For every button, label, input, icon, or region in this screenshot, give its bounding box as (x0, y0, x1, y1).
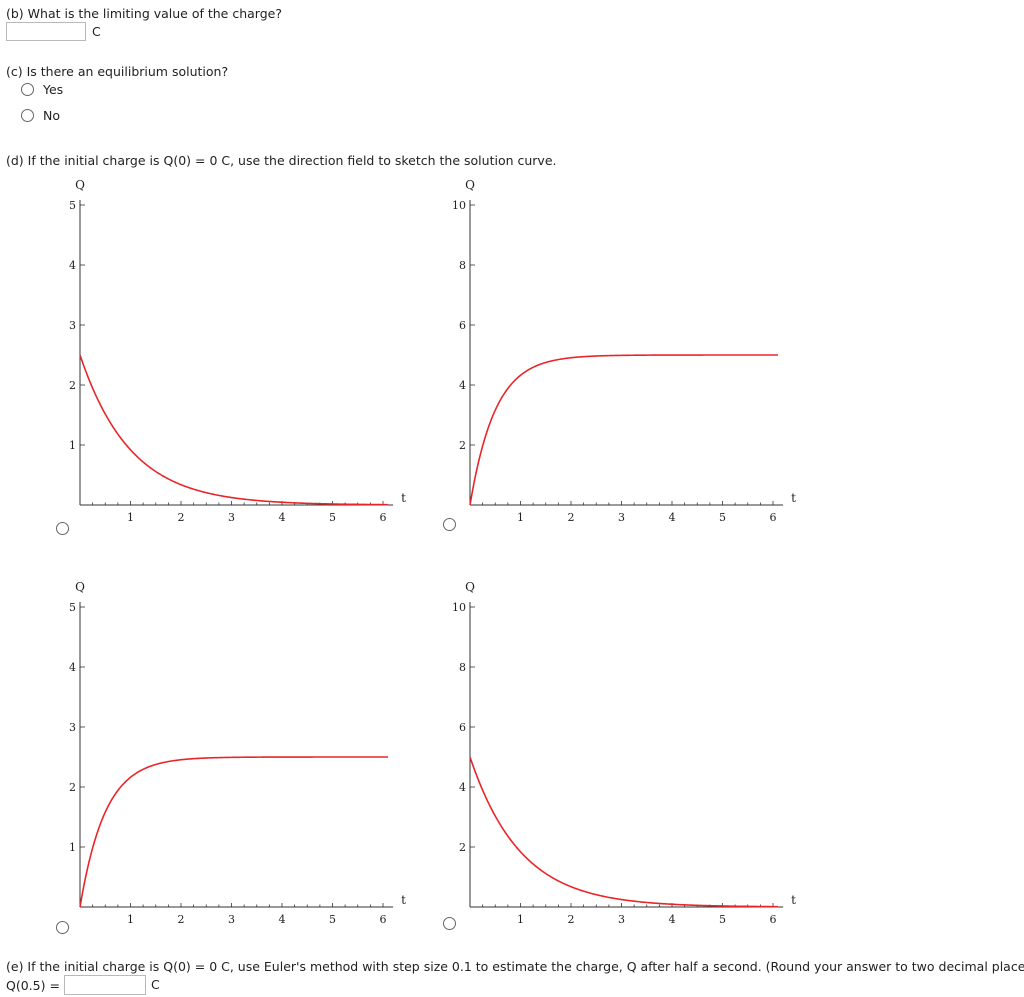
graph-option-2: 1 2 3 4 5 6 2 4 6 8 10 Qt (452, 178, 796, 524)
t-tick-label: 2 (178, 913, 185, 926)
q-axis-label: Q (465, 580, 475, 594)
euler-answer-input[interactable] (64, 975, 146, 995)
t-tick-label: 2 (568, 913, 575, 926)
graph-option-1: 1 2 3 4 5 6 1 2 3 4 5 Qt (69, 178, 406, 524)
t-tick-label: 6 (770, 511, 777, 524)
q-tick-label: 6 (459, 319, 466, 332)
t-tick-label: 1 (517, 511, 524, 524)
euler-answer-unit: C (151, 977, 160, 992)
t-tick-label: 1 (517, 913, 524, 926)
solution-curve (469, 756, 779, 908)
t-tick-label: 3 (618, 913, 625, 926)
q-tick-label: 4 (459, 781, 466, 794)
q-tick-label: 8 (459, 661, 466, 674)
q-tick-label: 2 (459, 841, 466, 854)
t-tick-label: 3 (228, 913, 235, 926)
q-tick-label: 2 (459, 439, 466, 452)
equilibrium-option-yes[interactable]: Yes (21, 82, 63, 97)
question-e-text: (e) If the initial charge is Q(0) = 0 C,… (6, 959, 1024, 974)
t-tick-label: 4 (279, 511, 286, 524)
t-tick-label: 6 (380, 511, 387, 524)
q-tick-label: 4 (69, 259, 76, 272)
graph-option-1-radio[interactable] (56, 522, 69, 535)
q-axis-label: Q (465, 178, 475, 192)
q-tick-label: 2 (69, 781, 76, 794)
option-no-label: No (43, 108, 60, 123)
t-tick-label: 2 (178, 511, 185, 524)
q-axis-label: Q (75, 580, 85, 594)
q-tick-label: 4 (69, 661, 76, 674)
t-tick-label: 3 (228, 511, 235, 524)
t-tick-label: 5 (329, 913, 336, 926)
t-axis-label: t (791, 893, 796, 907)
limiting-charge-input[interactable] (6, 22, 86, 41)
q-tick-label: 8 (459, 259, 466, 272)
q-axis-label: Q (75, 178, 85, 192)
q-tick-label: 5 (69, 199, 76, 212)
t-axis-label: t (791, 491, 796, 505)
q-tick-label: 6 (459, 721, 466, 734)
q-tick-label: 2 (69, 379, 76, 392)
question-c-text: (c) Is there an equilibrium solution? (6, 64, 229, 79)
t-axis-label: t (401, 491, 406, 505)
graph-option-3-radio[interactable] (56, 921, 69, 934)
radio-no[interactable] (21, 109, 34, 122)
t-axis-label: t (401, 893, 406, 907)
graph-option-4-radio[interactable] (443, 917, 456, 930)
q-tick-label: 4 (459, 379, 466, 392)
t-tick-label: 5 (719, 511, 726, 524)
solution-curve (79, 354, 389, 506)
solution-curve (79, 756, 389, 908)
t-tick-label: 1 (127, 913, 134, 926)
t-tick-label: 2 (568, 511, 575, 524)
t-tick-label: 4 (279, 913, 286, 926)
q-tick-label: 10 (452, 601, 466, 614)
graph-option-3: 1 2 3 4 5 6 1 2 3 4 5 Qt (69, 580, 406, 926)
radio-yes[interactable] (21, 83, 34, 96)
euler-answer-label: Q(0.5) = (6, 978, 60, 993)
t-tick-label: 4 (669, 913, 676, 926)
t-tick-label: 4 (669, 511, 676, 524)
t-tick-label: 3 (618, 511, 625, 524)
q-tick-label: 1 (69, 439, 76, 452)
option-yes-label: Yes (43, 82, 64, 97)
solution-curve (469, 354, 779, 506)
question-d-text: (d) If the initial charge is Q(0) = 0 C,… (6, 153, 557, 168)
limiting-charge-unit: C (92, 24, 101, 39)
question-b-text: (b) What is the limiting value of the ch… (6, 6, 282, 21)
q-tick-label: 3 (69, 319, 76, 332)
t-tick-label: 5 (719, 913, 726, 926)
q-tick-label: 3 (69, 721, 76, 734)
graph-option-4: 1 2 3 4 5 6 2 4 6 8 10 Qt (452, 580, 796, 926)
q-tick-label: 10 (452, 199, 466, 212)
q-tick-label: 1 (69, 841, 76, 854)
t-tick-label: 1 (127, 511, 134, 524)
t-tick-label: 6 (770, 913, 777, 926)
t-tick-label: 6 (380, 913, 387, 926)
equilibrium-option-no[interactable]: No (21, 108, 60, 123)
q-tick-label: 5 (69, 601, 76, 614)
t-tick-label: 5 (329, 511, 336, 524)
graph-option-2-radio[interactable] (443, 518, 456, 531)
